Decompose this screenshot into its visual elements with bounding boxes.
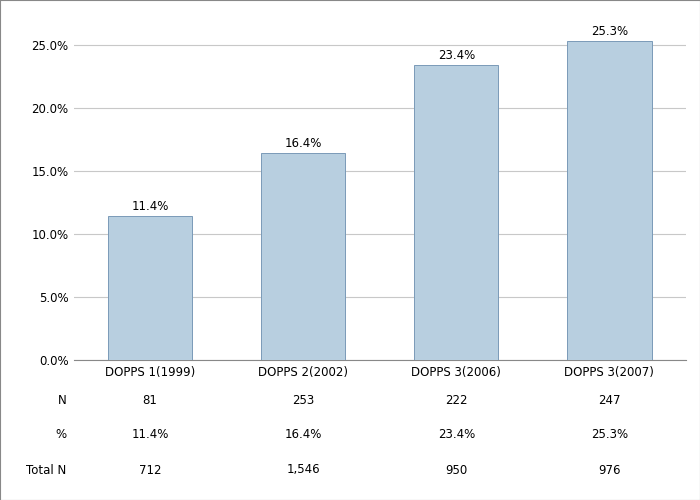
Text: 222: 222	[445, 394, 468, 406]
Text: N: N	[57, 394, 66, 406]
Text: %: %	[55, 428, 66, 442]
Text: 11.4%: 11.4%	[132, 428, 169, 442]
Bar	[261, 154, 345, 360]
Bar	[414, 66, 498, 360]
Text: 712: 712	[139, 464, 161, 476]
Text: 25.3%: 25.3%	[591, 24, 628, 38]
Text: 16.4%: 16.4%	[284, 428, 322, 442]
Text: Total N: Total N	[27, 464, 66, 476]
Text: 23.4%: 23.4%	[438, 48, 475, 62]
Text: 11.4%: 11.4%	[132, 200, 169, 212]
Text: 16.4%: 16.4%	[284, 136, 322, 149]
Text: 25.3%: 25.3%	[591, 428, 628, 442]
Bar	[108, 216, 192, 360]
Text: 253: 253	[292, 394, 314, 406]
Text: 1,546: 1,546	[286, 464, 320, 476]
Text: 23.4%: 23.4%	[438, 428, 475, 442]
Text: 81: 81	[143, 394, 158, 406]
Text: 950: 950	[445, 464, 468, 476]
Text: 976: 976	[598, 464, 621, 476]
Bar	[567, 42, 652, 360]
Text: 247: 247	[598, 394, 621, 406]
